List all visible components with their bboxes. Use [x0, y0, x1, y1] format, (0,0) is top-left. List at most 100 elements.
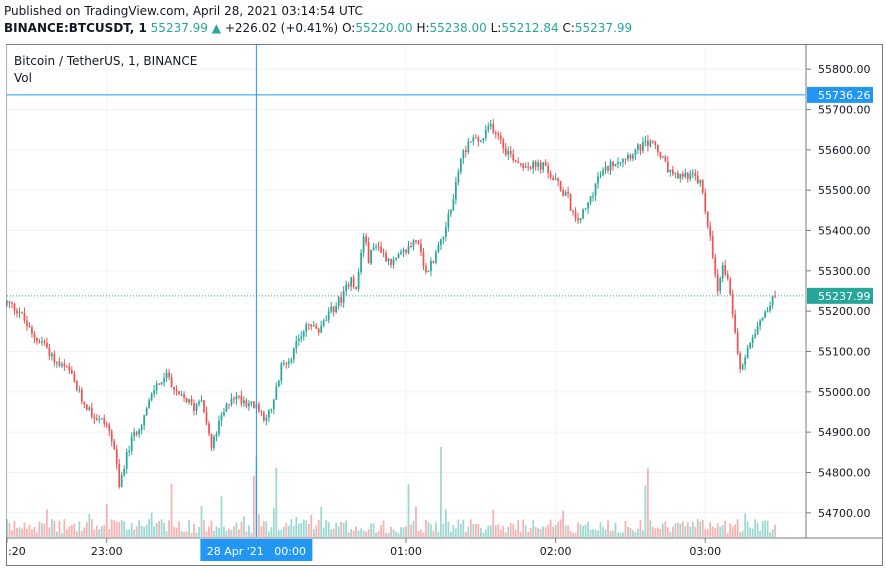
candle-body [41, 341, 43, 343]
candle-body [519, 163, 522, 165]
candle-body [529, 167, 532, 169]
volume-bar [741, 530, 744, 537]
volume-bar [467, 526, 470, 537]
candle-body [582, 209, 584, 219]
candle-body [457, 172, 460, 183]
candle-body [634, 149, 637, 156]
volume-bar [200, 506, 203, 537]
volume-bar [215, 526, 218, 537]
volume-bar [489, 525, 492, 537]
volume-bar [744, 513, 747, 537]
candle-body [666, 161, 669, 173]
candle-body [736, 332, 739, 354]
candle-body [412, 240, 415, 247]
candle-body [676, 173, 679, 179]
candle-body [292, 348, 295, 360]
volume-bar [330, 529, 333, 537]
volume-bar [257, 513, 260, 537]
candle-body [225, 403, 228, 412]
candle-body [761, 317, 764, 321]
volume-bar [23, 522, 26, 537]
volume-bar [108, 529, 111, 537]
volume-bar [761, 521, 764, 537]
volume-bar [572, 532, 574, 537]
candle-body [180, 394, 183, 396]
volume-bar [504, 532, 507, 537]
price-axis-ticks: 55800.00 55700.00 55600.00 55500.00 55400.00… [806, 63, 871, 520]
volume-bar [704, 529, 707, 537]
candle-body [337, 297, 340, 306]
candle-body [729, 278, 732, 295]
volume-bar [656, 527, 659, 537]
candle-body [435, 251, 437, 263]
volume-bar [425, 520, 427, 537]
price-tick-label: 54800.00 [818, 466, 871, 479]
candle-body [300, 336, 303, 339]
volume-bar [143, 526, 146, 537]
candle-body [285, 363, 288, 365]
volume-bar [679, 523, 682, 537]
candle-body [637, 144, 639, 150]
candle-body [265, 417, 268, 421]
volume-bar [554, 525, 557, 537]
volume-bar [375, 532, 377, 537]
candle-body [602, 170, 604, 176]
candle-body [599, 175, 602, 177]
volume-bar [80, 531, 83, 537]
volume-bar [292, 526, 295, 537]
volume-bar [410, 524, 412, 537]
volume-bar [649, 519, 652, 537]
candle-body [95, 418, 98, 420]
candle-body [23, 312, 26, 321]
legend-volume-label: Vol [14, 71, 32, 85]
volume-bar [644, 485, 647, 537]
candle-body [594, 183, 597, 196]
volume-bar [395, 531, 397, 537]
volume-bar [734, 524, 737, 537]
price-tick-label: 55300.00 [818, 265, 871, 278]
candle-body [145, 408, 148, 416]
candle-body [557, 178, 559, 182]
candle-body [415, 240, 417, 242]
volume-bar [397, 532, 400, 537]
candle-body [56, 361, 58, 363]
volume-bar [230, 529, 233, 537]
candle-body [365, 236, 367, 243]
candle-body [312, 325, 315, 327]
volume-bar [357, 530, 360, 537]
volume-bar [185, 531, 188, 537]
volume-bar [11, 530, 13, 537]
candle-body [532, 161, 535, 169]
volume-bar [125, 530, 128, 537]
volume-bar [599, 522, 602, 537]
candle-body [103, 418, 106, 424]
volume-bar [240, 521, 243, 537]
candle-body [514, 160, 517, 162]
volume-bar [150, 512, 153, 537]
up-arrow-icon: ▲ [211, 21, 221, 35]
candle-body [477, 137, 480, 142]
volume-bar [477, 524, 480, 537]
volume-bar [494, 525, 497, 537]
candlesticks [6, 119, 776, 489]
volume-bar [435, 522, 437, 537]
candle-body [78, 389, 81, 391]
volume-bar [522, 519, 525, 537]
volume-bar [584, 525, 587, 537]
candle-body [370, 249, 372, 264]
volume-bar [260, 526, 263, 537]
volume-bar [639, 520, 642, 537]
candle-body [250, 401, 253, 404]
candle-body [417, 241, 420, 244]
volume-bar [253, 475, 255, 537]
volume-bar [98, 529, 101, 537]
candle-body [65, 366, 68, 368]
price-tick-label: 55400.00 [818, 225, 871, 238]
candle-body [98, 418, 101, 420]
volume-bar [165, 531, 168, 537]
volume-bar [749, 527, 752, 537]
volume-bar [390, 526, 392, 537]
volume-bar [250, 532, 253, 537]
candle-body [210, 433, 213, 448]
